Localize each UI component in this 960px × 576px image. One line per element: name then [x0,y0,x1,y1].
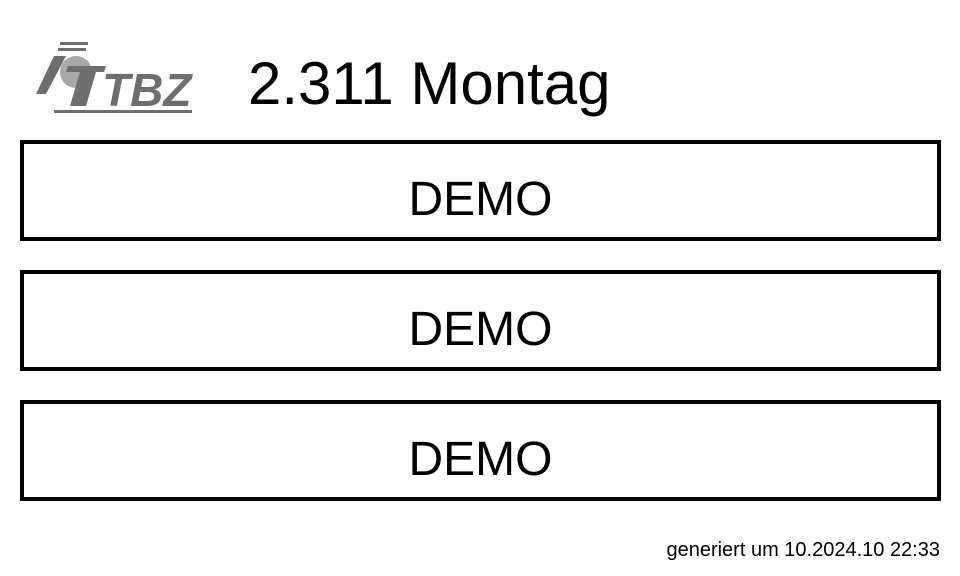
schedule-slot-2: DEMO [20,270,941,371]
tbz-logo-icon: TBZ [36,42,193,116]
schedule-slot-3: DEMO [20,400,941,501]
schedule-slot-label: DEMO [408,432,553,486]
schedule-slot-1: DEMO [20,140,941,241]
room-title: 2.311 Montag [248,50,611,117]
tbz-logo: TBZ [36,42,216,118]
logo-text: TBZ [102,64,193,116]
schedule-slot-label: DEMO [408,302,553,356]
schedule-slots: DEMO DEMO DEMO [20,140,941,530]
schedule-slot-label: DEMO [408,172,553,226]
header: TBZ 2.311 Montag [0,0,960,140]
generated-timestamp: generiert um 10.2024.10 22:33 [666,539,940,561]
